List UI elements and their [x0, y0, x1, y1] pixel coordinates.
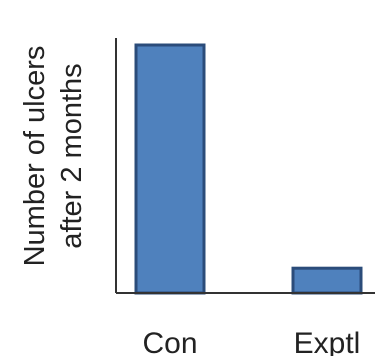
x-tick-label-con: Con	[142, 327, 197, 356]
bar-con	[134, 43, 206, 295]
category-labels: Con Exptl	[142, 327, 360, 356]
y-axis-label-line-2: after 2 months	[56, 63, 88, 248]
y-axis-label: Number of ulcers after 2 months	[19, 46, 88, 267]
x-tick-label-exptl: Exptl	[294, 327, 361, 356]
bars-group	[134, 43, 363, 295]
bar-exptl	[291, 266, 363, 295]
y-axis-label-line-1: Number of ulcers	[19, 46, 51, 267]
